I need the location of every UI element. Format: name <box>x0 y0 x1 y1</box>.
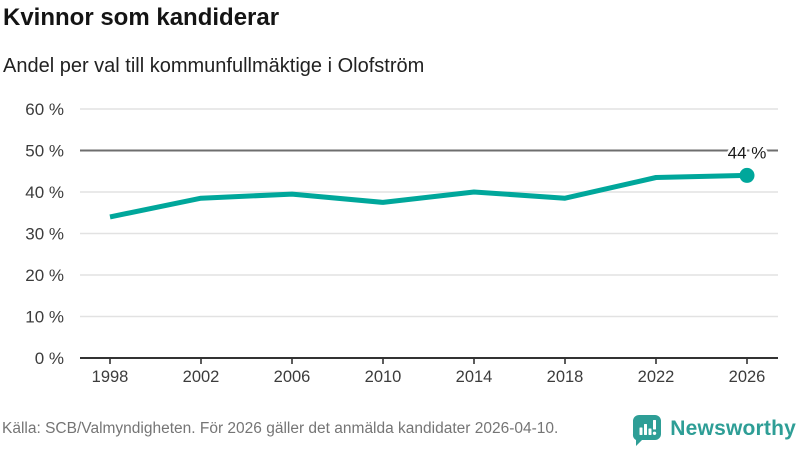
newsworthy-logo-text: Newsworthy <box>670 417 796 440</box>
y-tick-label: 10 % <box>25 308 64 327</box>
x-tick-label: 1998 <box>92 368 129 386</box>
y-tick-label: 20 % <box>25 266 64 285</box>
source-note: Källa: SCB/Valmyndigheten. För 2026 gäll… <box>2 420 559 437</box>
y-tick-label: 30 % <box>25 225 64 244</box>
y-tick-label: 40 % <box>25 183 64 202</box>
chart-title: Kvinnor som kandiderar <box>3 4 280 31</box>
chart-subtitle: Andel per val till kommunfullmäktige i O… <box>3 55 425 77</box>
y-tick-label: 50 % <box>25 142 64 161</box>
x-tick-label: 2002 <box>183 368 220 386</box>
end-value-label: 44 % <box>728 143 767 162</box>
newsworthy-logo-icon <box>633 415 662 446</box>
x-tick-label: 2010 <box>365 368 402 386</box>
x-tick-label: 2014 <box>456 368 493 386</box>
x-tick-label: 2022 <box>638 368 675 386</box>
x-tick-label: 2026 <box>729 368 766 386</box>
chart-footer: Källa: SCB/Valmyndigheten. För 2026 gäll… <box>2 410 796 448</box>
line-chart: 0 % 10 % 20 % 30 % 40 % 50 % 60 % 1998 2002 2006 2… <box>25 100 778 386</box>
y-tick-label: 0 % <box>35 349 64 368</box>
newsworthy-logo: Newsworthy <box>630 412 796 446</box>
y-tick-label: 60 % <box>25 100 64 119</box>
data-line <box>109 172 748 220</box>
x-tick-label: 2018 <box>547 368 584 386</box>
end-dot <box>739 167 755 183</box>
x-tick-label: 2006 <box>274 368 311 386</box>
bar-chart-glyph <box>639 420 657 435</box>
